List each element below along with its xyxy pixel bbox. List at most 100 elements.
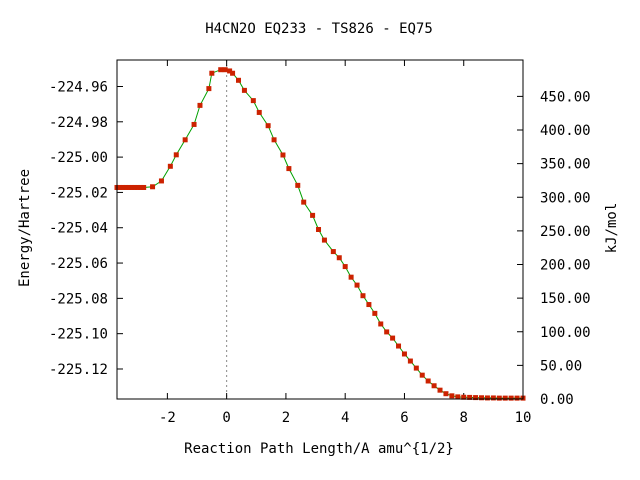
y-tick-label: -225.02 bbox=[49, 185, 108, 201]
data-point bbox=[206, 86, 212, 92]
y2-tick-label: 350.00 bbox=[540, 157, 591, 173]
data-point bbox=[123, 184, 129, 190]
data-point bbox=[197, 102, 203, 108]
y-tick-label: -225.00 bbox=[49, 150, 108, 166]
data-point bbox=[141, 184, 147, 190]
data-point bbox=[449, 393, 455, 399]
y-tick-label: -225.08 bbox=[49, 291, 108, 307]
y-tick-label: -225.12 bbox=[49, 362, 108, 378]
data-point bbox=[129, 184, 135, 190]
data-point bbox=[502, 395, 508, 401]
y-tick-label: -225.04 bbox=[49, 221, 108, 237]
data-point bbox=[173, 152, 179, 158]
data-point bbox=[431, 383, 437, 389]
data-point bbox=[461, 394, 467, 400]
x-tick-label: 8 bbox=[460, 410, 468, 426]
data-point bbox=[316, 227, 322, 232]
y2-tick-label: 0.00 bbox=[540, 392, 574, 408]
x-tick-label: 4 bbox=[341, 410, 349, 426]
y2-tick-label: 450.00 bbox=[540, 89, 591, 105]
data-point bbox=[271, 137, 277, 143]
data-point bbox=[117, 184, 123, 190]
data-point bbox=[378, 321, 384, 327]
chart-title: H4CN2O EQ233 - TS826 - EQ75 bbox=[205, 21, 433, 37]
y2-tick-label: 400.00 bbox=[540, 123, 591, 139]
data-point bbox=[484, 395, 490, 401]
y2-tick-label: 300.00 bbox=[540, 190, 591, 206]
data-point bbox=[120, 184, 126, 190]
data-point bbox=[455, 394, 461, 400]
y2-axis-label: kJ/mol bbox=[604, 203, 620, 254]
data-point bbox=[330, 249, 336, 255]
data-point bbox=[150, 184, 156, 190]
data-point bbox=[419, 372, 425, 378]
data-point bbox=[366, 302, 372, 308]
data-point bbox=[222, 67, 228, 73]
x-tick-label: 2 bbox=[282, 410, 290, 426]
y-tick-label: -224.98 bbox=[49, 115, 108, 131]
x-tick-label: 10 bbox=[515, 410, 532, 426]
data-point bbox=[390, 335, 396, 341]
y-axis-label: Energy/Hartree bbox=[17, 169, 33, 287]
plot-frame bbox=[116, 59, 524, 400]
data-point bbox=[132, 184, 138, 190]
data-point bbox=[407, 358, 413, 364]
x-tick-label: 6 bbox=[400, 410, 408, 426]
data-point bbox=[265, 123, 271, 129]
data-point bbox=[182, 137, 188, 143]
y-tick-label: -224.96 bbox=[49, 79, 108, 95]
y2-tick-label: 100.00 bbox=[540, 325, 591, 341]
axis-tick-labels: -2 0 2 4 6 8 10 -224.96 -224.98 -225.00 -225.02 -22… bbox=[49, 79, 591, 426]
x-axis-label: Reaction Path Length/A amu^{1/2} bbox=[184, 441, 454, 457]
data-point bbox=[348, 274, 354, 280]
data-point bbox=[158, 178, 164, 184]
data-point bbox=[508, 395, 514, 401]
x-tick-label: -2 bbox=[159, 410, 176, 426]
data-point bbox=[138, 184, 144, 190]
data-point bbox=[135, 184, 141, 190]
data-point bbox=[241, 87, 247, 93]
data-point bbox=[167, 163, 173, 169]
y2-tick-label: 200.00 bbox=[540, 258, 591, 274]
data-point bbox=[336, 255, 342, 261]
data-point bbox=[342, 264, 348, 270]
data-point bbox=[295, 182, 301, 188]
y2-tick-label: 150.00 bbox=[540, 291, 591, 307]
y2-tick-label: 50.00 bbox=[540, 358, 582, 374]
data-point bbox=[496, 395, 502, 401]
data-point bbox=[209, 70, 215, 76]
data-point bbox=[467, 394, 473, 400]
data-point bbox=[479, 395, 485, 401]
data-point bbox=[443, 391, 449, 397]
data-point bbox=[218, 67, 224, 73]
data-point bbox=[354, 282, 360, 288]
data-point bbox=[514, 395, 520, 401]
data-point bbox=[301, 199, 307, 205]
data-point bbox=[490, 395, 496, 401]
data-point bbox=[360, 293, 366, 299]
data-point bbox=[473, 395, 479, 401]
y-tick-label: -225.10 bbox=[49, 327, 108, 343]
data-point bbox=[236, 77, 242, 83]
data-point bbox=[396, 343, 402, 349]
data-point bbox=[321, 237, 327, 243]
data-point bbox=[191, 121, 197, 127]
data-point bbox=[437, 387, 443, 393]
data-point bbox=[310, 212, 316, 218]
data-point bbox=[227, 68, 233, 74]
y2-tick-label: 250.00 bbox=[540, 224, 591, 240]
data-point bbox=[372, 310, 378, 316]
data-point bbox=[401, 351, 407, 357]
data-point bbox=[250, 98, 256, 104]
data-point bbox=[280, 152, 286, 158]
y-tick-label: -225.06 bbox=[49, 256, 108, 272]
data-point bbox=[425, 378, 431, 384]
x-tick-label: 0 bbox=[222, 410, 230, 426]
data-point bbox=[256, 109, 262, 115]
data-point bbox=[286, 166, 292, 172]
energy-series-markers bbox=[114, 67, 526, 401]
data-point bbox=[413, 365, 419, 371]
energy-series-line bbox=[117, 69, 523, 399]
data-point bbox=[126, 184, 132, 190]
